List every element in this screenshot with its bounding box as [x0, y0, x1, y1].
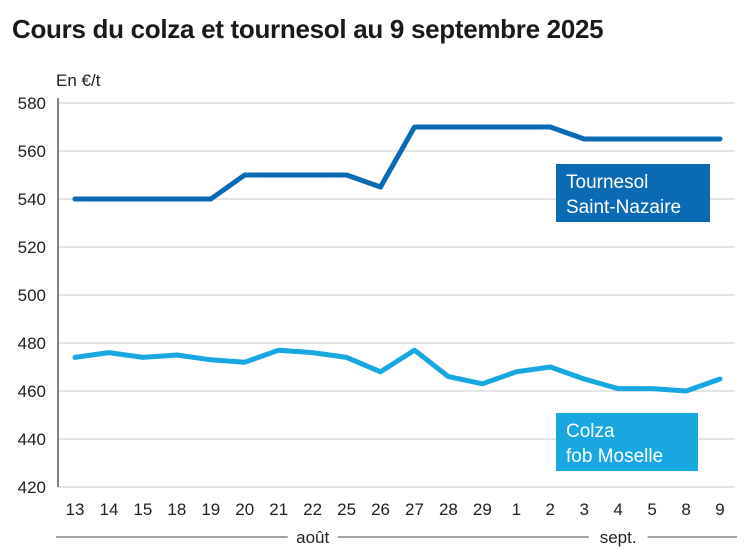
month-label: sept. [600, 528, 637, 547]
x-tick-label: 9 [715, 500, 724, 519]
y-tick-label: 540 [18, 190, 46, 209]
series-lines [72, 124, 723, 394]
x-tick-label: 25 [337, 500, 356, 519]
month-label: août [296, 528, 329, 547]
series-label-text: Tournesol [566, 172, 648, 193]
x-tick-label: 29 [473, 500, 492, 519]
series-labels: Tournesol Saint-Nazaire Colza fob Moselle [556, 164, 710, 471]
y-tick-label: 440 [18, 430, 46, 449]
y-tick-label: 420 [18, 478, 46, 497]
x-tick-label: 18 [167, 500, 186, 519]
x-tick-label: 28 [439, 500, 458, 519]
x-tick-label: 3 [579, 500, 588, 519]
x-tick-label: 8 [681, 500, 690, 519]
y-tick-label: 520 [18, 238, 46, 257]
series-label-tournesol: Tournesol Saint-Nazaire [556, 164, 710, 222]
x-tick-label: 13 [66, 500, 85, 519]
series-label-colza: Colza fob Moselle [556, 413, 698, 471]
x-tick-label: 19 [201, 500, 220, 519]
y-tick-label: 460 [18, 382, 46, 401]
x-tick-label: 26 [371, 500, 390, 519]
month-groups: août sept. [56, 528, 737, 547]
series-label-text: Colza [566, 421, 615, 442]
x-tick-label: 1 [512, 500, 521, 519]
y-tick-label: 480 [18, 334, 46, 353]
x-tick-label: 27 [405, 500, 424, 519]
series-line-colza [72, 347, 723, 394]
x-tick-label: 14 [99, 500, 118, 519]
y-tick-label: 500 [18, 286, 46, 305]
x-tick-label: 2 [546, 500, 555, 519]
x-tick-label: 22 [303, 500, 322, 519]
x-tick-label: 4 [613, 500, 622, 519]
series-label-text: fob Moselle [566, 446, 663, 467]
y-tick-label: 560 [18, 142, 46, 161]
y-tick-labels: 420 440 460 480 500 520 540 560 580 [18, 94, 46, 497]
y-tick-label: 580 [18, 94, 46, 113]
x-tick-labels: 13 14 15 18 19 20 21 22 25 26 27 28 29 1 2 3 4 5 8 9 [66, 500, 725, 519]
chart-title: Cours du colza et tournesol au 9 septemb… [12, 14, 604, 44]
series-label-box [556, 164, 710, 222]
x-tick-label: 20 [235, 500, 254, 519]
y-axis-unit-label: En €/t [56, 71, 101, 90]
x-tick-label: 15 [133, 500, 152, 519]
x-tick-label: 5 [647, 500, 656, 519]
series-line-tournesol [72, 124, 723, 202]
series-label-text: Saint-Nazaire [566, 197, 681, 218]
x-tick-label: 21 [269, 500, 288, 519]
series-label-box [556, 413, 698, 471]
